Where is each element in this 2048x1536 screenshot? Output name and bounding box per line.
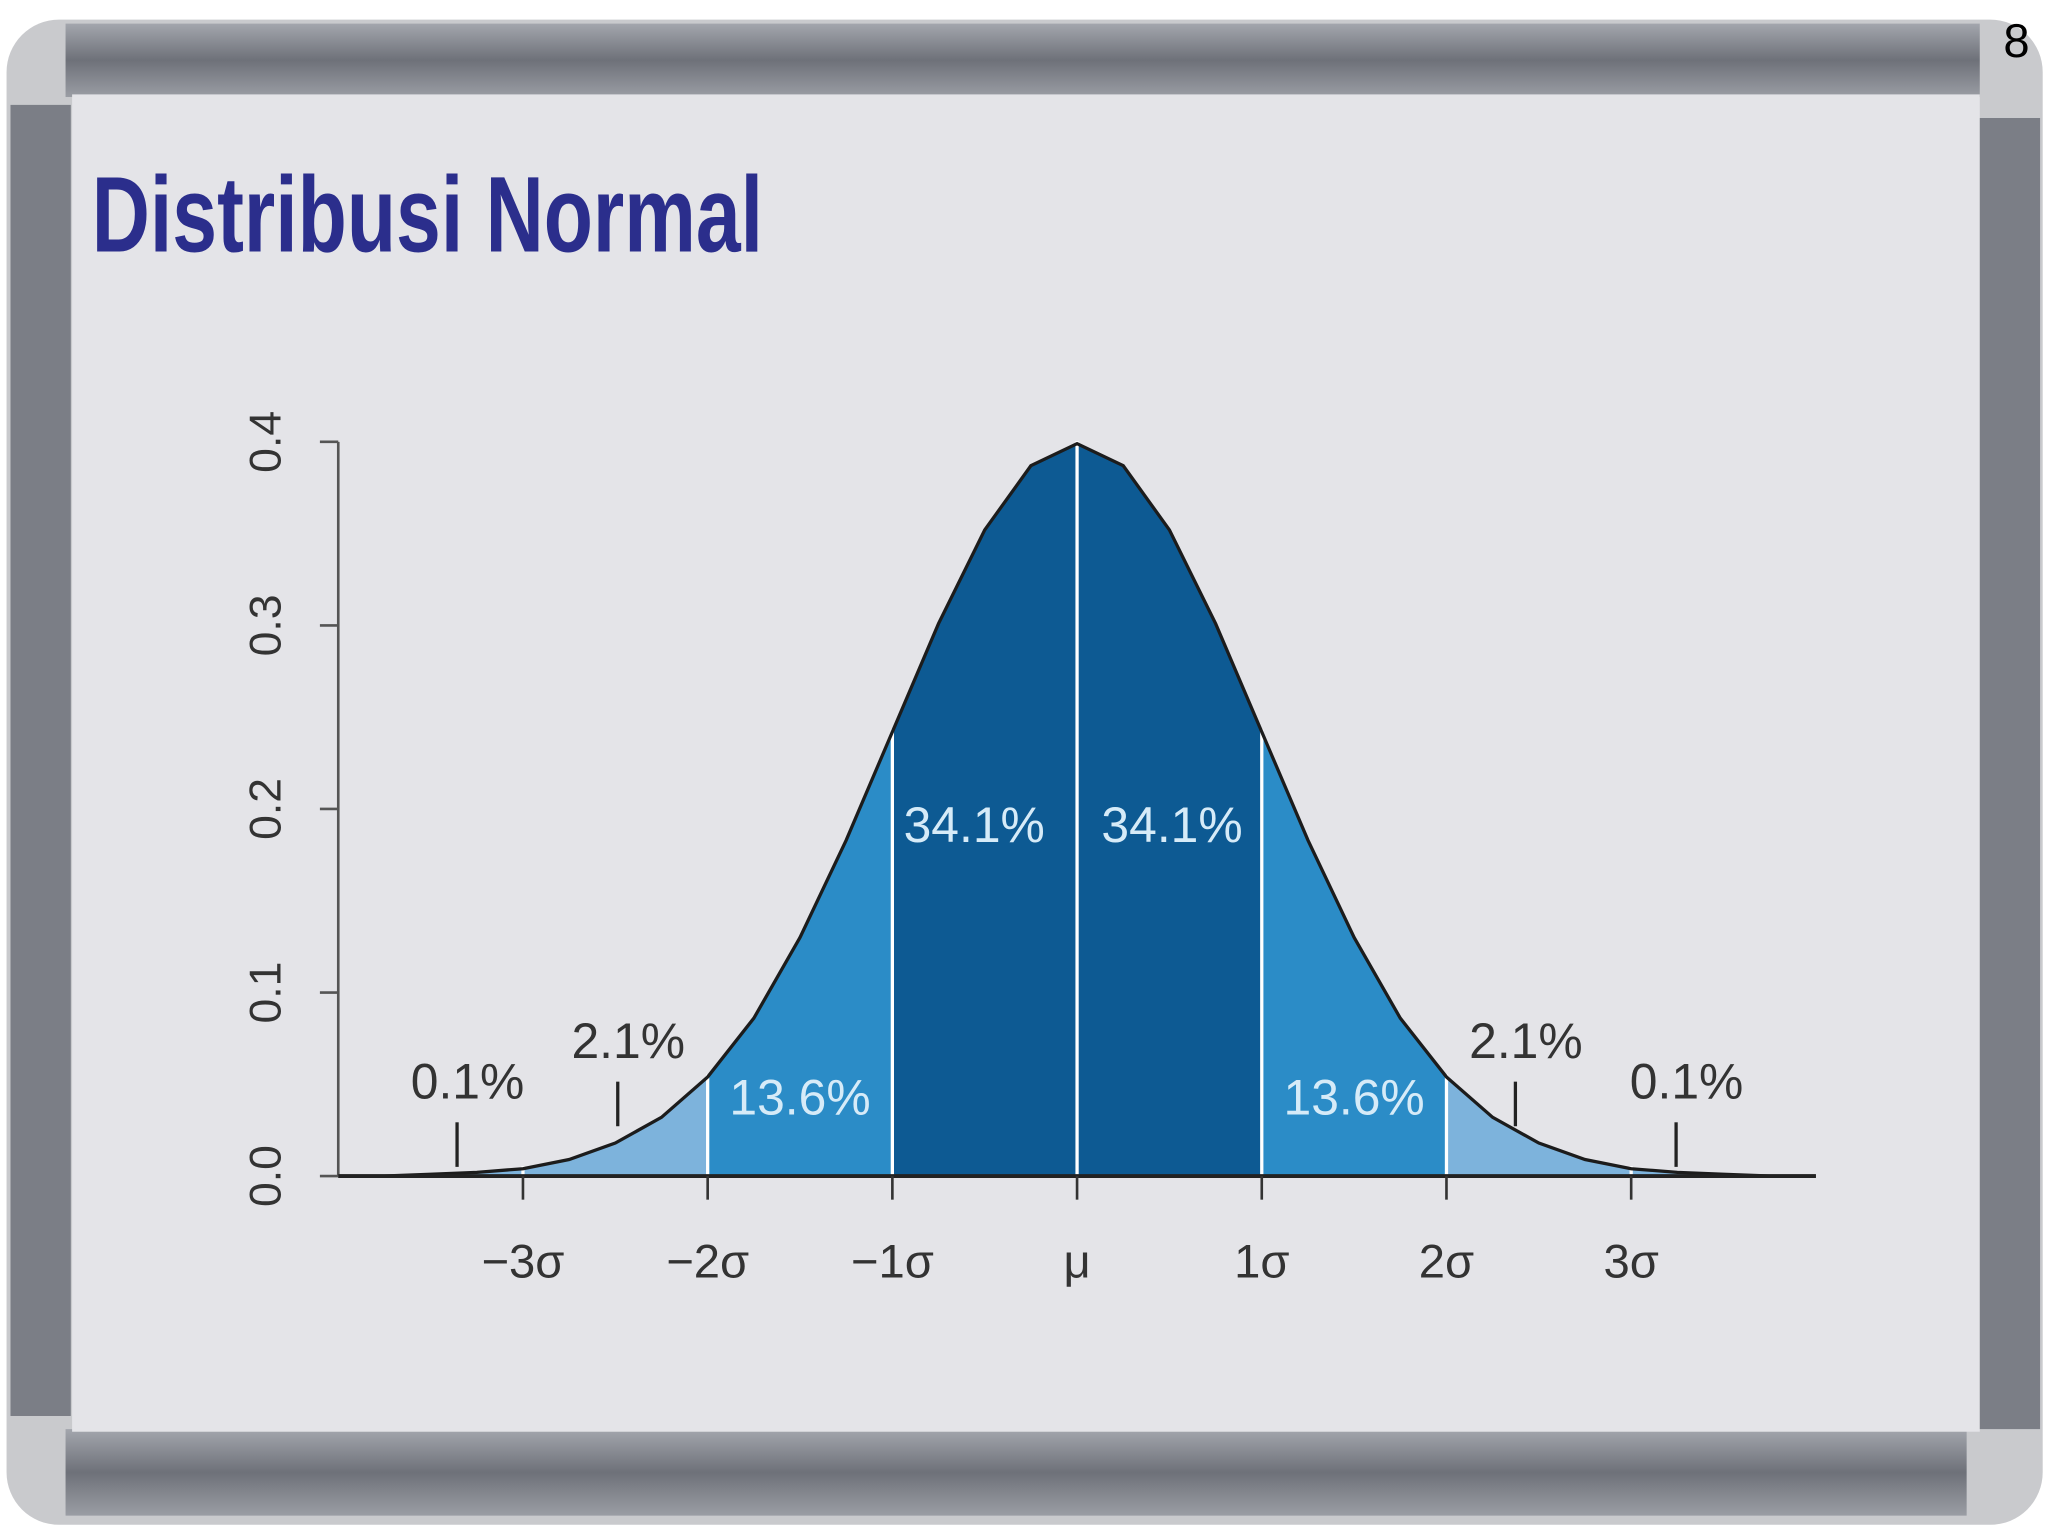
slide-title: Distribusi Normal bbox=[92, 154, 763, 274]
x-tick-label: 3σ bbox=[1603, 1236, 1658, 1289]
region-label: 0.1% bbox=[411, 1054, 525, 1110]
region bbox=[522, 1076, 708, 1177]
x-tick-label: 1σ bbox=[1234, 1236, 1289, 1289]
x-tick-label: 2σ bbox=[1419, 1236, 1474, 1289]
frame-top bbox=[65, 23, 1980, 98]
y-tick-label: 0.3 bbox=[242, 594, 291, 656]
region-label: 34.1% bbox=[904, 797, 1045, 853]
frame-right bbox=[1977, 117, 2041, 1430]
y-tick-label: 0.0 bbox=[242, 1145, 291, 1207]
frame-left bbox=[10, 104, 71, 1416]
region-label: 13.6% bbox=[1283, 1069, 1424, 1125]
region-label: 2.1% bbox=[1469, 1013, 1583, 1069]
x-tick-label: μ bbox=[1063, 1236, 1090, 1289]
x-tick-label: −2σ bbox=[666, 1236, 749, 1289]
region bbox=[1446, 1076, 1632, 1177]
region-label: 0.1% bbox=[1630, 1054, 1744, 1110]
page-number: 8 bbox=[2003, 15, 2029, 68]
region-label: 2.1% bbox=[571, 1013, 685, 1069]
frame-bottom bbox=[65, 1429, 1967, 1516]
y-tick-label: 0.4 bbox=[242, 411, 291, 473]
density-curve bbox=[338, 441, 1816, 1178]
region-label: 34.1% bbox=[1101, 797, 1242, 853]
x-tick-label: −1σ bbox=[851, 1236, 934, 1289]
region-label: 13.6% bbox=[729, 1069, 870, 1125]
x-tick-label: −3σ bbox=[481, 1236, 564, 1289]
y-tick-label: 0.1 bbox=[242, 962, 291, 1024]
y-tick-label: 0.2 bbox=[242, 778, 291, 840]
board: 8 Distribusi Normal 0.0 0.1 0.2 0.3 0.4 −3σ −2… bbox=[6, 15, 2043, 1525]
